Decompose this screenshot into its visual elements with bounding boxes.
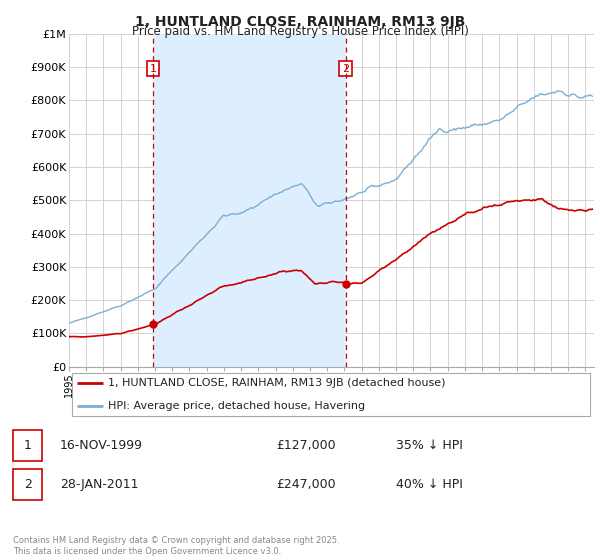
Text: Price paid vs. HM Land Registry's House Price Index (HPI): Price paid vs. HM Land Registry's House … bbox=[131, 25, 469, 38]
Text: 2: 2 bbox=[23, 478, 32, 491]
Text: 40% ↓ HPI: 40% ↓ HPI bbox=[396, 478, 463, 491]
Text: 1, HUNTLAND CLOSE, RAINHAM, RM13 9JB: 1, HUNTLAND CLOSE, RAINHAM, RM13 9JB bbox=[135, 15, 465, 29]
FancyBboxPatch shape bbox=[71, 372, 590, 416]
Text: 1, HUNTLAND CLOSE, RAINHAM, RM13 9JB (detached house): 1, HUNTLAND CLOSE, RAINHAM, RM13 9JB (de… bbox=[109, 378, 446, 388]
Text: £127,000: £127,000 bbox=[276, 438, 335, 452]
Text: HPI: Average price, detached house, Havering: HPI: Average price, detached house, Have… bbox=[109, 401, 365, 410]
Text: £247,000: £247,000 bbox=[276, 478, 335, 491]
Bar bbox=[153, 34, 346, 367]
Text: 2: 2 bbox=[342, 64, 349, 73]
Text: 1: 1 bbox=[23, 438, 32, 452]
Text: 16-NOV-1999: 16-NOV-1999 bbox=[60, 438, 143, 452]
Text: 28-JAN-2011: 28-JAN-2011 bbox=[60, 478, 139, 491]
Text: 1: 1 bbox=[149, 64, 157, 73]
Text: Contains HM Land Registry data © Crown copyright and database right 2025.
This d: Contains HM Land Registry data © Crown c… bbox=[13, 536, 340, 556]
Text: 35% ↓ HPI: 35% ↓ HPI bbox=[396, 438, 463, 452]
